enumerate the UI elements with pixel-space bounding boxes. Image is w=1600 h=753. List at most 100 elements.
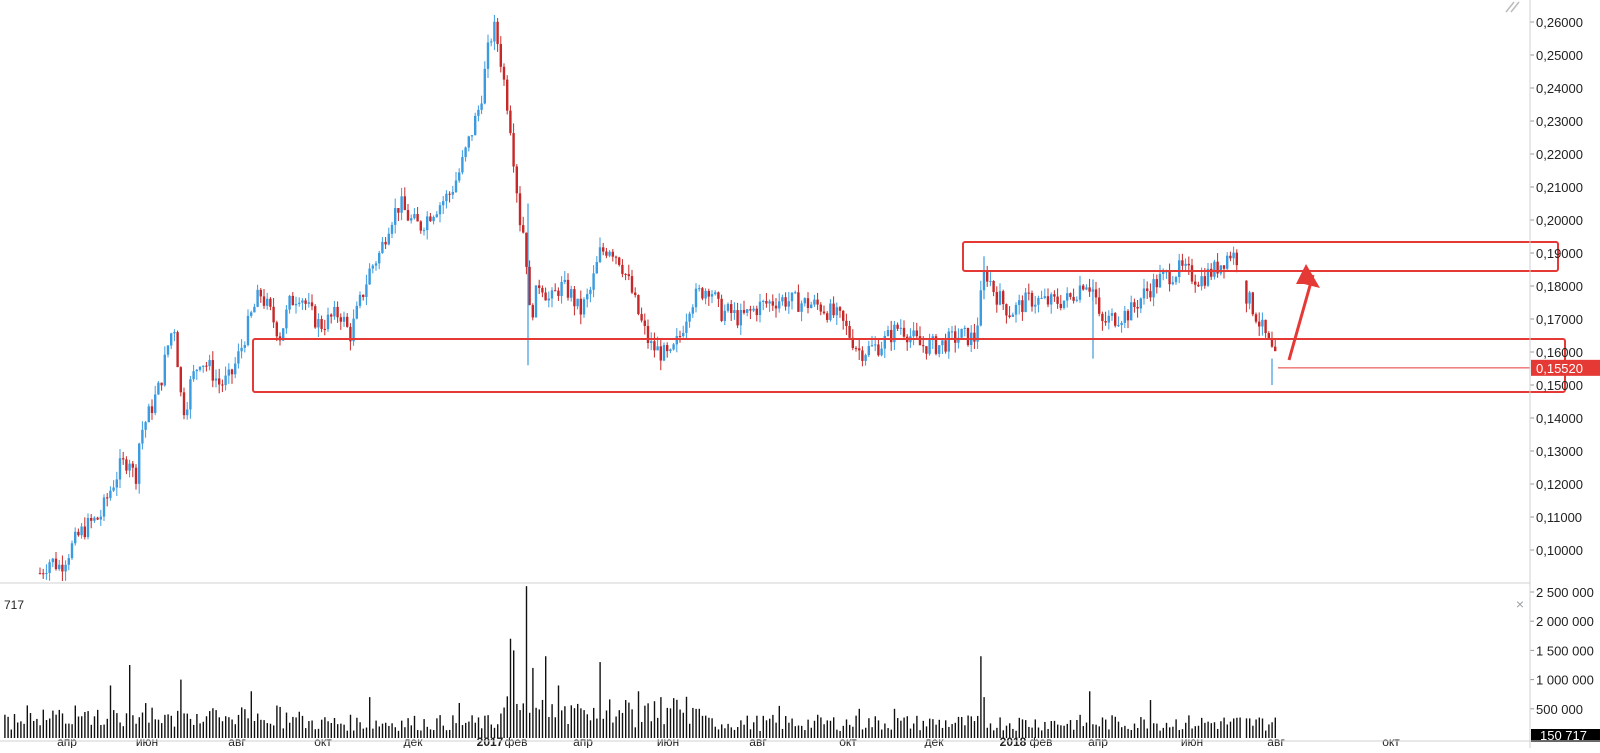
candle[interactable]: [477, 105, 480, 122]
candle[interactable]: [1011, 312, 1014, 318]
candle[interactable]: [762, 299, 765, 311]
candle[interactable]: [426, 211, 429, 240]
candle[interactable]: [534, 285, 538, 318]
volume-bar[interactable]: [503, 707, 505, 738]
candle[interactable]: [790, 292, 794, 310]
volume-bar[interactable]: [999, 717, 1001, 738]
volume-bar[interactable]: [1095, 724, 1097, 738]
volume-bar[interactable]: [1236, 717, 1238, 738]
volume-bar[interactable]: [868, 718, 870, 738]
candle[interactable]: [70, 540, 74, 560]
candle[interactable]: [470, 135, 474, 141]
volume-bar[interactable]: [1101, 717, 1104, 738]
candle[interactable]: [74, 527, 77, 546]
volume-bar[interactable]: [900, 720, 902, 738]
volume-bar[interactable]: [205, 716, 208, 738]
candle[interactable]: [1152, 273, 1155, 307]
volume-bar[interactable]: [68, 723, 70, 738]
candle[interactable]: [445, 190, 448, 209]
candle[interactable]: [154, 385, 157, 416]
volume-bar[interactable]: [708, 717, 710, 738]
candle[interactable]: [624, 273, 627, 281]
candle[interactable]: [1082, 283, 1085, 291]
candle[interactable]: [506, 75, 509, 115]
candle[interactable]: [976, 317, 979, 349]
candle[interactable]: [720, 294, 723, 323]
trend-arrow-head[interactable]: [1296, 264, 1320, 288]
volume-bar[interactable]: [573, 708, 576, 738]
candle[interactable]: [899, 319, 902, 335]
volume-bar[interactable]: [269, 723, 272, 738]
candle[interactable]: [435, 211, 438, 218]
volume-bar[interactable]: [20, 721, 22, 738]
candle[interactable]: [419, 220, 422, 234]
volume-bar[interactable]: [980, 656, 982, 738]
volume-bar[interactable]: [1188, 715, 1190, 738]
candle[interactable]: [1213, 259, 1216, 280]
volume-bar[interactable]: [369, 697, 371, 738]
volume-bar[interactable]: [308, 721, 310, 738]
candle[interactable]: [688, 311, 691, 328]
candle[interactable]: [1216, 253, 1219, 278]
volume-bar[interactable]: [1159, 730, 1161, 738]
volume-bar[interactable]: [1245, 718, 1248, 738]
volume-bar[interactable]: [538, 709, 540, 738]
volume-bar[interactable]: [810, 727, 812, 738]
candle[interactable]: [179, 366, 182, 397]
candle[interactable]: [122, 451, 125, 465]
volume-bar[interactable]: [1172, 726, 1174, 738]
volume-bar[interactable]: [561, 710, 563, 738]
volume-bar[interactable]: [90, 724, 92, 738]
volume-bar[interactable]: [138, 717, 140, 738]
candle[interactable]: [1126, 309, 1130, 329]
candle[interactable]: [829, 299, 832, 322]
candle[interactable]: [614, 255, 618, 265]
volume-bar[interactable]: [183, 713, 185, 738]
volume-bar[interactable]: [1073, 729, 1075, 738]
candle[interactable]: [669, 348, 672, 354]
volume-bar[interactable]: [749, 729, 752, 738]
volume-bar[interactable]: [612, 722, 614, 738]
volume-bar[interactable]: [17, 722, 19, 738]
candle[interactable]: [1046, 288, 1050, 308]
volume-bar[interactable]: [394, 727, 396, 738]
candle[interactable]: [813, 294, 816, 307]
volume-bar[interactable]: [711, 718, 713, 738]
volume-bar[interactable]: [1076, 720, 1078, 738]
candle[interactable]: [611, 249, 614, 262]
volume-bar[interactable]: [225, 716, 227, 738]
candle[interactable]: [717, 291, 720, 307]
volume-bar[interactable]: [823, 724, 825, 738]
volume-bar[interactable]: [1031, 727, 1033, 738]
volume-bar[interactable]: [116, 713, 118, 738]
candle[interactable]: [67, 553, 70, 571]
volume-bar[interactable]: [257, 713, 259, 738]
volume-bar[interactable]: [657, 717, 659, 738]
candle[interactable]: [810, 301, 813, 309]
volume-bar[interactable]: [1002, 730, 1004, 738]
volume-bar[interactable]: [509, 638, 512, 738]
volume-bar[interactable]: [1191, 728, 1193, 738]
candle[interactable]: [288, 294, 291, 314]
volume-bar[interactable]: [1028, 726, 1030, 738]
candle[interactable]: [1098, 287, 1101, 317]
candle[interactable]: [272, 297, 275, 328]
candle[interactable]: [118, 449, 122, 488]
candle[interactable]: [77, 528, 80, 537]
candle[interactable]: [896, 322, 899, 332]
volume-bar[interactable]: [471, 715, 473, 738]
volume-bar[interactable]: [804, 730, 806, 738]
volume-bar[interactable]: [1012, 728, 1014, 738]
volume-bar[interactable]: [106, 718, 108, 738]
volume-bar[interactable]: [39, 725, 41, 738]
candle[interactable]: [432, 215, 435, 225]
candle[interactable]: [528, 260, 531, 306]
volume-bar[interactable]: [439, 715, 441, 738]
candle[interactable]: [400, 187, 403, 221]
volume-bar[interactable]: [788, 722, 790, 738]
candle[interactable]: [358, 291, 362, 309]
candle[interactable]: [1155, 274, 1158, 294]
candle[interactable]: [218, 368, 221, 394]
volume-bar[interactable]: [753, 722, 755, 738]
volume-bar[interactable]: [925, 726, 928, 738]
